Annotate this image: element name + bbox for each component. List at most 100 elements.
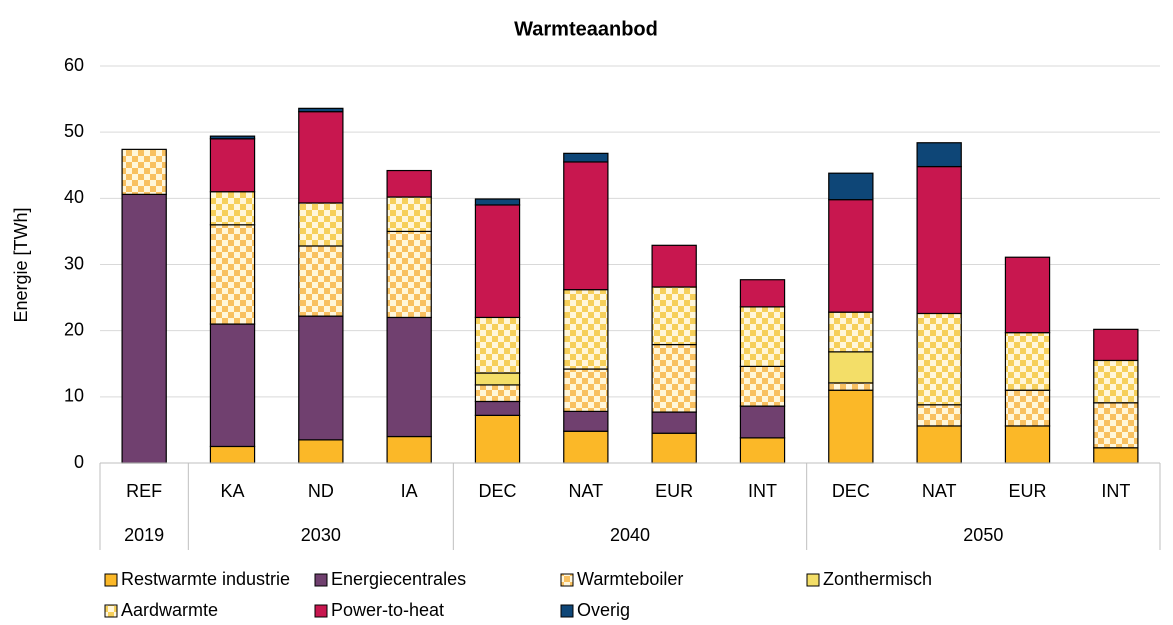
bar-segment	[298, 111, 344, 204]
bar-segment	[1093, 359, 1139, 404]
x-tick-label: EUR	[655, 481, 693, 501]
x-tick-label: INT	[748, 481, 777, 501]
bar-segment	[121, 148, 167, 195]
bar-segment	[739, 365, 786, 407]
bar-segment	[121, 193, 167, 464]
y-tick-label: 30	[64, 253, 84, 273]
legend-swatch	[104, 604, 118, 618]
y-tick-label: 40	[64, 187, 84, 207]
legend-swatch	[104, 573, 118, 587]
bar-segment	[1093, 402, 1139, 449]
y-tick-label: 0	[74, 452, 84, 472]
bar-segment	[386, 169, 432, 198]
bar-segment	[739, 279, 786, 308]
bar-segment	[1004, 425, 1051, 464]
bar-segment	[298, 245, 344, 317]
x-tick-label: ND	[308, 481, 334, 501]
bar-segment	[386, 230, 432, 319]
bar-segment	[386, 435, 432, 464]
legend-label: Warmteboiler	[577, 569, 683, 589]
bar-segment	[298, 202, 344, 247]
bar-segment	[474, 372, 521, 386]
group-label: 2030	[301, 525, 341, 545]
bar-segment	[474, 400, 521, 416]
bar-segment	[563, 430, 609, 464]
bar-segment	[739, 437, 786, 464]
bar-segment	[474, 414, 521, 464]
x-tick-label: EUR	[1008, 481, 1046, 501]
bar-segment	[563, 289, 609, 370]
x-tick-label: KA	[220, 481, 244, 501]
bar-segment	[298, 107, 344, 113]
bar-segment	[563, 152, 609, 163]
bar-segment	[209, 138, 256, 193]
legend-label: Zonthermisch	[823, 569, 932, 589]
bar-segment	[474, 204, 521, 319]
y-axis-label: Energie [TWh]	[11, 207, 31, 322]
x-tick-label: IA	[401, 481, 418, 501]
bar-segment	[563, 410, 609, 432]
y-tick-label: 50	[64, 121, 84, 141]
bar-segment	[1004, 332, 1051, 391]
x-tick-label: DEC	[832, 481, 870, 501]
bar-segment	[209, 323, 256, 448]
bar-segment	[739, 405, 786, 439]
legend-swatch	[806, 573, 820, 587]
bar-segment	[386, 196, 432, 233]
x-tick-label: NAT	[922, 481, 957, 501]
legend-swatch	[314, 573, 328, 587]
bar-segment	[916, 404, 962, 427]
bar-segment	[474, 198, 521, 206]
bar-segment	[828, 199, 874, 313]
y-tick-label: 60	[64, 55, 84, 75]
group-label: 2019	[124, 525, 164, 545]
bar-segment	[651, 343, 697, 413]
bar-segment	[651, 411, 697, 434]
bar-segment	[651, 286, 697, 346]
legend-label: Power-to-heat	[331, 600, 444, 620]
y-tick-label: 20	[64, 319, 84, 339]
bar-segment	[563, 161, 609, 291]
bar-segment	[563, 368, 609, 412]
bar-segment	[828, 172, 874, 201]
bar-segment	[916, 312, 962, 406]
x-tick-label: INT	[1101, 481, 1130, 501]
bar-segment	[298, 315, 344, 441]
bar-segment	[1004, 389, 1051, 427]
bar-segment	[298, 439, 344, 464]
group-label: 2040	[610, 525, 650, 545]
group-label: 2050	[963, 525, 1003, 545]
legend-label: Energiecentrales	[331, 569, 466, 589]
bar-segment	[916, 425, 962, 464]
legend-swatch	[314, 604, 328, 618]
bar-segment	[916, 142, 962, 168]
x-tick-label: NAT	[568, 481, 603, 501]
bar-segment	[1093, 447, 1139, 464]
chart-title: Warmteaanbod	[514, 18, 658, 40]
bar-segment	[651, 244, 697, 288]
y-tick-label: 10	[64, 386, 84, 406]
bar-segment	[651, 432, 697, 464]
x-tick-label: DEC	[478, 481, 516, 501]
bar-segment	[828, 382, 874, 391]
bar-segment	[474, 384, 521, 403]
legend-swatch	[560, 573, 574, 587]
bar-segment	[1093, 328, 1139, 362]
legend-label: Aardwarmte	[121, 600, 218, 620]
bar-segment	[474, 316, 521, 374]
legend-label: Restwarmte industrie	[121, 569, 290, 589]
bar-segment	[209, 224, 256, 325]
bar-segment	[209, 445, 256, 464]
bar-segment	[828, 351, 874, 384]
x-tick-label: REF	[126, 481, 162, 501]
bar-segment	[739, 306, 786, 367]
bar-segment	[209, 191, 256, 226]
legend-label: Overig	[577, 600, 630, 620]
bar-segment	[386, 316, 432, 438]
bar-segment	[828, 311, 874, 353]
bar-segment	[1004, 256, 1051, 334]
bar-segment	[828, 389, 874, 464]
bar-segment	[916, 165, 962, 315]
legend-swatch	[560, 604, 574, 618]
